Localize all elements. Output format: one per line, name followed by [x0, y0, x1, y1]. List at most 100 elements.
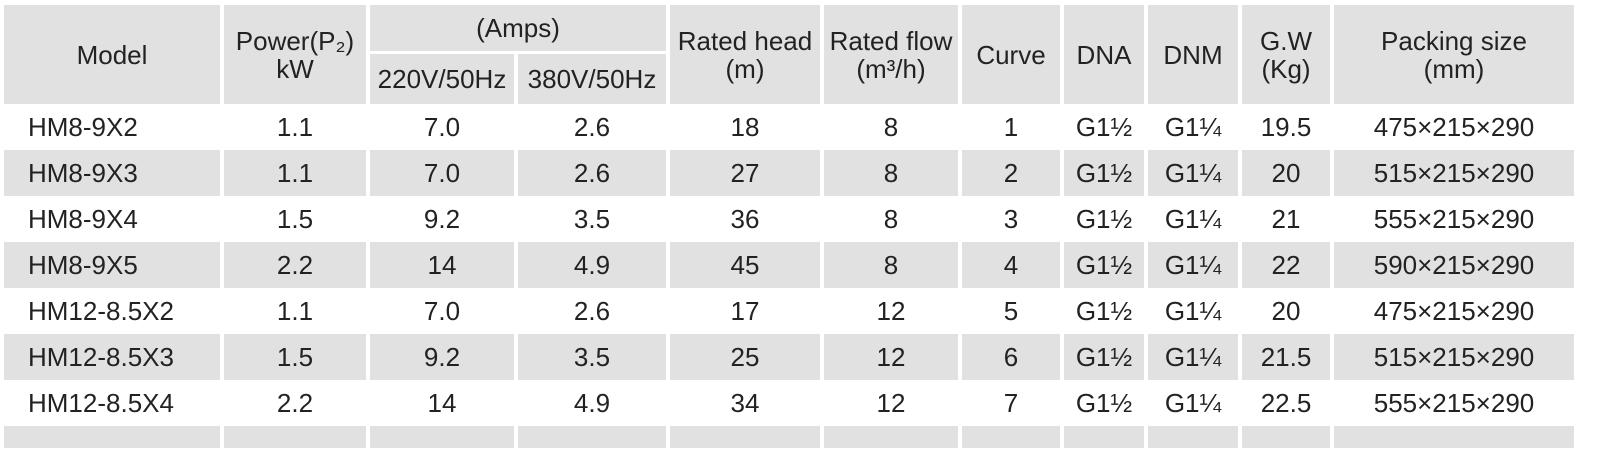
- header-text: Curve: [976, 39, 1046, 70]
- header-cell: 380V/50Hz: [518, 51, 666, 104]
- table-cell: G1½: [1075, 296, 1133, 326]
- table-cell: 2.2: [276, 388, 314, 418]
- table-cell: 3.5: [573, 204, 611, 234]
- header-cell: Power(P₂) kW: [224, 5, 366, 104]
- table-cell: 14: [427, 388, 457, 418]
- table-cell: 20: [1271, 296, 1301, 326]
- table-cell: 12: [876, 388, 906, 418]
- table-cell: 8: [883, 204, 899, 234]
- table-cell: [670, 426, 820, 448]
- table-cell: 7.0: [423, 296, 461, 326]
- table-cell: 4.9: [518, 242, 666, 288]
- table-cell: G1¼: [1164, 388, 1222, 418]
- table-cell: 2.6: [518, 150, 666, 196]
- table-cell: [1148, 426, 1238, 448]
- spec-table: Model Power(P₂) kW (Amps) Rated head (m) R…: [0, 5, 1578, 448]
- table-cell: 21.5: [1242, 334, 1330, 380]
- table-cell: 20: [1242, 150, 1330, 196]
- table-cell: G1¼: [1148, 150, 1238, 196]
- header-cell: Model: [4, 5, 220, 104]
- table-cell: 36: [730, 204, 760, 234]
- header-text: (m): [725, 53, 765, 84]
- table-cell: 515×215×290: [1334, 150, 1574, 196]
- table-cell: 3.5: [518, 334, 666, 380]
- table-cell: 1: [1003, 112, 1019, 142]
- table-cell: 475×215×290: [1373, 296, 1535, 326]
- table-cell: 8: [824, 242, 958, 288]
- header-cell: DNM: [1148, 5, 1238, 104]
- table-cell: [1334, 426, 1574, 448]
- table-cell: 21: [1271, 204, 1301, 234]
- header-cell: Curve: [962, 5, 1060, 104]
- model-cell: HM12-8.5X2: [28, 296, 174, 326]
- table-cell: 590×215×290: [1334, 242, 1574, 288]
- header-text: (mm): [1423, 53, 1485, 84]
- header-cell: Rated flow (m³/h): [824, 5, 958, 104]
- table-cell: 2.2: [224, 242, 366, 288]
- table-cell: G1¼: [1164, 112, 1222, 142]
- table-cell: G1¼: [1164, 296, 1222, 326]
- header-cell: Packing size (mm): [1334, 5, 1574, 104]
- table-cell: G1½: [1064, 242, 1144, 288]
- header-text: 220V/50Hz: [377, 64, 507, 94]
- header-text: 380V/50Hz: [527, 64, 657, 94]
- table-cell: 555×215×290: [1373, 388, 1535, 418]
- table-cell: [224, 426, 366, 448]
- model-cell: HM12-8.5X3: [4, 334, 220, 380]
- table-row: HM12-8.5X2 1.1 7.0 2.6 17 12 5 G1½ G1¼ 20 475×215×…: [4, 288, 1574, 334]
- table-row: HM12-8.5X4 2.2 14 4.9 34 12 7 G1½ G1¼ 22.5 555×215…: [4, 380, 1574, 426]
- table-cell: G1¼: [1148, 334, 1238, 380]
- header-text: Model: [76, 39, 148, 70]
- model-cell: HM8-9X4: [28, 204, 138, 234]
- model-cell: HM8-9X3: [4, 150, 220, 196]
- table-cell: 22.5: [1260, 388, 1312, 418]
- table-cell: 34: [730, 388, 760, 418]
- header-text: DNA: [1076, 39, 1132, 70]
- table-cell: 5: [1003, 296, 1019, 326]
- table-cell: 18: [730, 112, 760, 142]
- table-cell: 12: [876, 296, 906, 326]
- header-text: (Kg): [1261, 53, 1311, 84]
- table-cell: 2.6: [573, 112, 611, 142]
- table-cell: 7.0: [370, 150, 514, 196]
- header-text: Rated head: [677, 25, 813, 56]
- table-row: [4, 426, 1574, 448]
- table-cell: 515×215×290: [1334, 334, 1574, 380]
- table-cell: 22: [1242, 242, 1330, 288]
- table-row: HM8-9X2 1.1 7.0 2.6 18 8 1 G1½ G1¼ 19.5 475×215×29…: [4, 104, 1574, 150]
- header-cell: G.W (Kg): [1242, 5, 1330, 104]
- table-cell: 1.1: [276, 112, 314, 142]
- table-cell: 1.1: [224, 150, 366, 196]
- table-row: HM8-9X4 1.5 9.2 3.5 36 8 3 G1½ G1¼ 21 555×215×290: [4, 196, 1574, 242]
- table-cell: 2: [962, 150, 1060, 196]
- table-cell: G1½: [1075, 112, 1133, 142]
- table-cell: 25: [670, 334, 820, 380]
- table-cell: 2.6: [573, 296, 611, 326]
- table-cell: 7: [1003, 388, 1019, 418]
- model-cell: HM8-9X2: [28, 112, 138, 142]
- table-cell: [962, 426, 1060, 448]
- table-cell: 1.5: [224, 334, 366, 380]
- table-row: HM8-9X5 2.2 14 4.9 45 8 4 G1½ G1¼ 22 590×215×290: [4, 242, 1574, 288]
- table-cell: [1064, 426, 1144, 448]
- table-cell: [1242, 426, 1330, 448]
- header-cell: (Amps): [370, 5, 666, 51]
- table-cell: G1¼: [1148, 242, 1238, 288]
- table-cell: G1½: [1075, 388, 1133, 418]
- table-body: HM8-9X2 1.1 7.0 2.6 18 8 1 G1½ G1¼ 19.5 475×215×29…: [4, 104, 1574, 448]
- table-cell: [4, 426, 220, 448]
- table-row: HM8-9X3 1.1 7.0 2.6 27 8 2 G1½ G1¼ 20 515×215×290: [4, 150, 1574, 196]
- header-text: DNM: [1163, 39, 1223, 70]
- table-row: HM12-8.5X3 1.5 9.2 3.5 25 12 6 G1½ G1¼ 21.5 515×21…: [4, 334, 1574, 380]
- model-cell: HM12-8.5X4: [28, 388, 174, 418]
- table-cell: 19.5: [1260, 112, 1312, 142]
- table-cell: 8: [883, 112, 899, 142]
- header-text: Power(P₂): [235, 25, 355, 56]
- table-cell: 4.9: [573, 388, 611, 418]
- header-text: kW: [276, 53, 314, 84]
- table-cell: 17: [730, 296, 760, 326]
- header-text: Packing size: [1381, 25, 1527, 56]
- table-cell: 1.5: [276, 204, 314, 234]
- table-cell: 4: [962, 242, 1060, 288]
- table-cell: 6: [962, 334, 1060, 380]
